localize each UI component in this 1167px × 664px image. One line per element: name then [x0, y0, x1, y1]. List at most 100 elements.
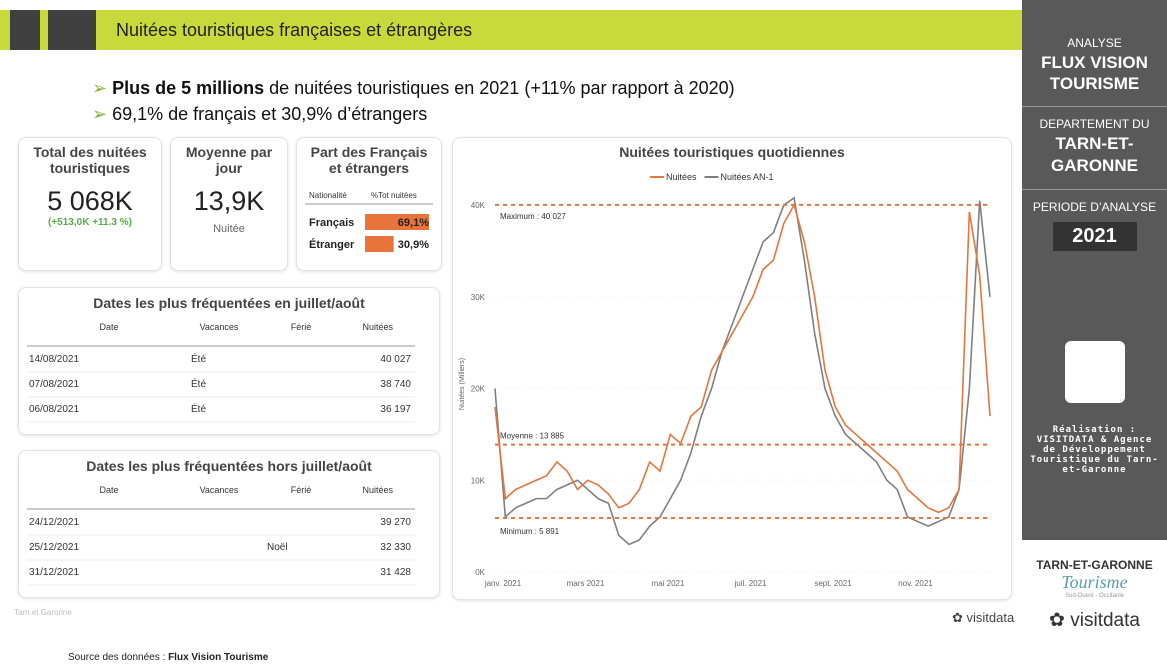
- reference-label: Maximum : 40 027: [500, 212, 566, 221]
- kpi-unit: Nuitée: [213, 223, 245, 235]
- y-tick-label: 0K: [475, 568, 485, 577]
- share-card: Part des Français et étrangers Nationali…: [296, 137, 442, 271]
- logo-sub: Sud-Ouest - Occitanie: [1064, 593, 1125, 599]
- cell: 36 197: [380, 404, 411, 415]
- y-tick-label: 10K: [471, 476, 486, 485]
- x-tick-label: sept. 2021: [814, 579, 852, 588]
- cell: Été: [191, 402, 206, 415]
- col-header: Nationalité: [309, 191, 347, 200]
- legend-label: Nuitées AN-1: [721, 172, 774, 182]
- cell: 24/12/2021: [29, 517, 79, 528]
- credits: Réalisation : VISITDATA & Agence de Déve…: [1030, 425, 1159, 475]
- sidebar-heading: FLUX VISION TOURISME: [1041, 53, 1148, 93]
- kpi-card: Moyenne par jour 13,9K Nuitée: [170, 137, 288, 271]
- series-line: [494, 202, 991, 514]
- table: Dates les plus fréquentées hors juillet/…: [27, 458, 415, 586]
- col-header: Date: [99, 485, 118, 495]
- cell: 14/08/2021: [29, 354, 79, 365]
- table-card: Dates les plus fréquentées hors juillet/…: [18, 450, 440, 598]
- kpi-value: 5 068K: [47, 186, 133, 216]
- sidebar-text: PERIODE D’ANALYSE: [1032, 200, 1157, 214]
- source: Source des données : Flux Vision Tourism…: [68, 652, 268, 663]
- sidebar-text: ANALYSE: [1067, 36, 1122, 50]
- col-header: %Tot nuitées: [371, 191, 417, 200]
- y-axis-label: Nuitées (Milliers): [459, 358, 466, 410]
- brand: ✿ visitdata: [952, 610, 1015, 625]
- value-label: 30,9%: [398, 239, 429, 251]
- y-tick-label: 40K: [471, 201, 486, 210]
- col-header: Férié: [291, 485, 312, 495]
- logo-top: TARN-ET-GARONNE: [1036, 558, 1153, 572]
- value-label: 69,1%: [398, 217, 429, 229]
- chart-card: [452, 137, 1012, 600]
- logo-script: Tourisme: [1061, 572, 1128, 592]
- cell: 07/08/2021: [29, 379, 79, 390]
- share-bar: [365, 236, 394, 252]
- cell: 25/12/2021: [29, 542, 79, 553]
- sidebar-year: 2021: [1052, 222, 1137, 251]
- series-line: [494, 196, 991, 546]
- x-tick-label: mars 2021: [567, 579, 605, 588]
- cell: Noël: [267, 542, 288, 553]
- faint-label: Tarn et Garonne: [14, 608, 72, 617]
- y-tick-label: 30K: [471, 293, 486, 302]
- bullet: ➢ 69,1% de français et 30,9% d’étrangers: [92, 104, 428, 124]
- share-chart: Nationalité %Tot nuitées Français 69,1% Étra…: [305, 191, 433, 252]
- sidebar: ANALYSE FLUX VISION TOURISME DEPARTEMENT…: [1022, 0, 1167, 664]
- brand-text: visitdata: [966, 610, 1015, 625]
- table: Dates les plus fréquentées en juillet/ao…: [27, 295, 415, 423]
- sidebar-text: DEPARTEMENT DU: [1039, 117, 1150, 131]
- sidebar-panel: ANALYSE FLUX VISION TOURISME DEPARTEMENT…: [1022, 0, 1167, 540]
- legend-label: Nuitées: [666, 172, 697, 182]
- x-tick-label: nov. 2021: [898, 579, 933, 588]
- kpi-value: 13,9K: [193, 186, 265, 216]
- brand-text: visitdata: [1070, 610, 1140, 631]
- title-block: [48, 10, 96, 50]
- kpi-card: Total des nuitées touristiques 5 068K (+…: [18, 137, 162, 271]
- cell: Été: [191, 377, 206, 390]
- col-header: Nuitées: [362, 322, 393, 332]
- share-title: Part des Français et étrangers: [310, 144, 428, 176]
- bullet-text: de nuitées touristiques en 2021 (+11% pa…: [264, 78, 735, 98]
- col-header: Férié: [291, 322, 312, 332]
- reference-label: Minimum : 5 891: [500, 527, 560, 536]
- table-title: Dates les plus fréquentées en juillet/ao…: [93, 295, 365, 311]
- line-chart: Nuitées touristiques quotidiennes Nuitées…: [459, 144, 991, 588]
- title-bar: [0, 10, 1022, 50]
- table-card: Dates les plus fréquentées en juillet/ao…: [18, 287, 440, 435]
- col-header: Nuitées: [362, 485, 393, 495]
- source-name: Flux Vision Tourisme: [168, 652, 269, 663]
- x-tick-label: mai 2021: [652, 579, 685, 588]
- cell: 31 428: [380, 567, 411, 578]
- col-header: Vacances: [200, 322, 239, 332]
- kpi-delta: (+513,0K +11.3 %): [48, 217, 132, 228]
- cell: 06/08/2021: [29, 404, 79, 415]
- reference-label: Moyenne : 13 885: [500, 432, 565, 441]
- kpi-title: Total des nuitées touristiques: [33, 144, 147, 176]
- chart-title: Nuitées touristiques quotidiennes: [619, 144, 845, 160]
- cell: 38 740: [380, 379, 411, 390]
- y-tick-label: 20K: [471, 385, 486, 394]
- logo: [1064, 341, 1125, 403]
- cell: 31/12/2021: [29, 567, 79, 578]
- title-block: [10, 10, 40, 50]
- col-header: Date: [99, 322, 118, 332]
- col-header: Vacances: [200, 485, 239, 495]
- bullet-text: 69,1% de français et 30,9% d’étrangers: [112, 104, 428, 124]
- share-bar: [365, 214, 429, 230]
- cell: 32 330: [380, 542, 411, 553]
- x-tick-label: janv. 2021: [484, 579, 522, 588]
- x-tick-label: juil. 2021: [733, 579, 767, 588]
- source-label: Source des données :: [68, 652, 169, 663]
- bullet-bold: Plus de 5 millions: [112, 78, 265, 98]
- row-label: Français: [309, 217, 354, 229]
- page-title: Nuitées touristiques françaises et étran…: [116, 20, 473, 40]
- sidebar-heading: TARN-ET-GARONNE: [1051, 134, 1138, 175]
- kpi-title: Moyenne par jour: [185, 144, 273, 176]
- table-title: Dates les plus fréquentées hors juillet/…: [86, 458, 372, 474]
- brand: ✿ visitdata: [1049, 610, 1140, 631]
- cell: 39 270: [380, 517, 411, 528]
- bullet: ➢ Plus de 5 millions de nuitées touristi…: [92, 78, 735, 98]
- cell: 40 027: [380, 354, 411, 365]
